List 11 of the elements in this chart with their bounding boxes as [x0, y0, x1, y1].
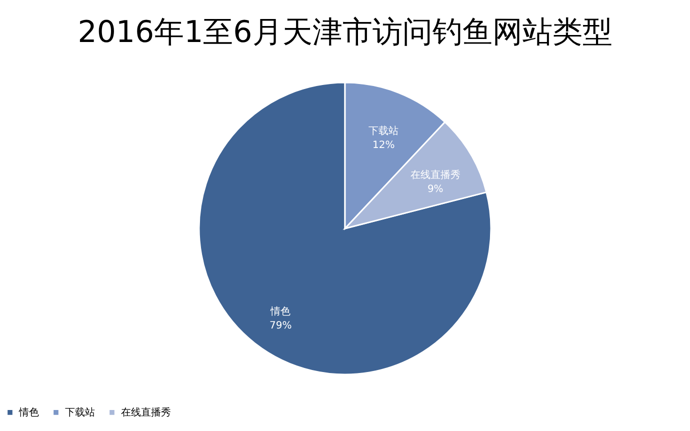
data-label: 79% [270, 320, 292, 332]
data-label: 9% [427, 184, 444, 196]
data-label: 12% [372, 140, 395, 151]
chart-title: 2016年1至6月天津市访问钓鱼网站类型 [78, 15, 612, 50]
legend-label: 情色 [18, 406, 39, 418]
legend-label: 在线直播秀 [121, 406, 171, 418]
slice-label: 下载站 [368, 124, 399, 137]
slice-label: 情色 [270, 305, 291, 318]
legend-label: 下载站 [65, 406, 95, 418]
slice-label: 在线直播秀 [410, 169, 460, 182]
pie-slice [198, 82, 492, 376]
